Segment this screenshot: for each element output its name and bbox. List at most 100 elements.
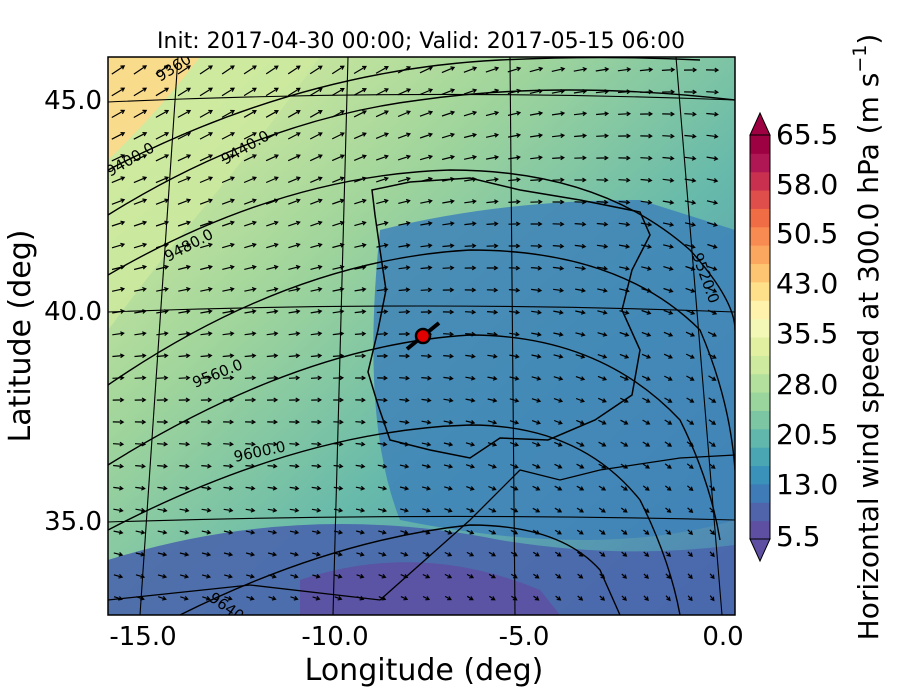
colorbar-band: [750, 355, 770, 375]
wind-arrow: [244, 220, 257, 227]
wind-arrow: [485, 110, 500, 117]
wind-arrow: [399, 463, 410, 469]
wind-arrow: [706, 89, 719, 95]
wind-arrow: [551, 88, 566, 94]
contour-line: [108, 249, 735, 471]
wind-arrow: [199, 87, 213, 97]
wind-arrow: [201, 573, 212, 579]
wind-arrow: [113, 529, 124, 535]
wind-arrow: [178, 397, 191, 403]
wind-arrow: [111, 264, 126, 271]
wind-arrow: [488, 595, 496, 601]
colorbar-bands: [750, 135, 770, 540]
wind-arrow: [664, 375, 673, 381]
wind-arrow: [267, 551, 278, 557]
wind-arrow: [662, 222, 675, 227]
graticule-lon: [139, 57, 179, 615]
wind-arrow: [134, 309, 147, 314]
wind-arrow: [353, 88, 367, 96]
wind-arrow: [334, 551, 343, 557]
wind-arrow: [419, 154, 434, 161]
wind-arrow: [133, 264, 148, 271]
wind-vectors: [111, 65, 720, 602]
wind-arrow: [178, 309, 191, 314]
wind-arrow: [598, 419, 607, 425]
wind-arrow: [177, 154, 192, 162]
wind-arrow: [643, 551, 650, 557]
wind-arrow: [441, 110, 456, 117]
wind-arrow: [575, 376, 586, 381]
wind-arrow: [332, 198, 345, 205]
wind-arrow: [618, 221, 631, 227]
wind-arrow: [332, 176, 345, 183]
wind-arrow: [685, 287, 696, 293]
colorbar-tick-label: 50.5: [776, 217, 838, 250]
wind-arrow: [200, 242, 213, 249]
wind-arrow: [355, 441, 366, 447]
wind-arrow: [332, 265, 345, 270]
wind-arrow: [596, 265, 609, 271]
wind-arrow: [487, 420, 498, 425]
wind-arrow: [443, 397, 454, 403]
wind-arrow: [378, 552, 387, 557]
wind-arrow: [619, 353, 630, 359]
wind-arrow: [311, 507, 322, 513]
wind-arrow: [464, 199, 477, 205]
wind-arrow: [444, 573, 453, 579]
y-tick-label: 45.0: [44, 86, 102, 116]
wind-arrow: [398, 243, 411, 248]
colorbar-band: [750, 226, 770, 246]
wind-arrow: [487, 397, 498, 403]
wind-arrow: [529, 66, 544, 73]
wind-arrow: [420, 176, 433, 183]
wind-arrow: [224, 596, 233, 601]
wind-arrow: [684, 89, 698, 95]
x-tick-label: 0.0: [702, 622, 743, 652]
wind-arrow: [243, 87, 257, 97]
wind-arrow: [266, 287, 279, 292]
wind-arrow: [265, 87, 279, 97]
wind-arrow: [222, 353, 235, 359]
colorbar-min-arrow: [749, 538, 771, 563]
wind-arrow: [289, 397, 301, 403]
wind-arrow: [312, 595, 321, 601]
wind-arrow: [553, 354, 564, 359]
wind-arrow: [332, 309, 345, 315]
wind-arrow: [662, 133, 675, 139]
wind-arrow: [310, 198, 323, 205]
colorbar-band: [750, 190, 770, 209]
wind-arrow: [156, 375, 169, 381]
wind-arrow: [485, 88, 500, 95]
coastline: [367, 177, 651, 459]
wind-arrow: [465, 353, 476, 359]
wind-arrow: [463, 88, 478, 95]
x-axis-label: Longitude (deg): [305, 653, 544, 688]
wind-arrow: [397, 66, 412, 74]
wind-arrow: [331, 88, 345, 96]
wind-arrow: [686, 419, 695, 425]
wind-arrow: [708, 353, 717, 359]
wind-arrow: [421, 463, 432, 469]
wind-arrow: [289, 507, 300, 513]
wind-arrow: [707, 222, 718, 227]
wind-arrow: [443, 419, 454, 425]
colorbar-band: [750, 300, 770, 320]
wind-arrow: [267, 507, 278, 513]
wind-arrow: [574, 177, 587, 183]
wind-arrow: [621, 573, 628, 579]
wind-arrow: [179, 441, 191, 447]
wind-arrow: [709, 595, 715, 602]
wind-arrow: [354, 265, 367, 270]
wind-arrow: [133, 132, 148, 140]
wind-arrow: [619, 331, 630, 337]
wind-arrow: [443, 375, 454, 381]
wind-arrow: [532, 507, 541, 513]
wind-arrow: [597, 397, 607, 403]
wind-arrow: [530, 133, 544, 138]
wind-arrow: [134, 353, 147, 359]
wind-arrow: [707, 243, 718, 249]
colorbar-label: Horizontal wind speed at 300.0 hPa (m s−…: [849, 34, 885, 641]
wind-arrow: [555, 595, 562, 601]
wind-arrow: [134, 375, 147, 381]
wind-arrow: [641, 288, 652, 293]
